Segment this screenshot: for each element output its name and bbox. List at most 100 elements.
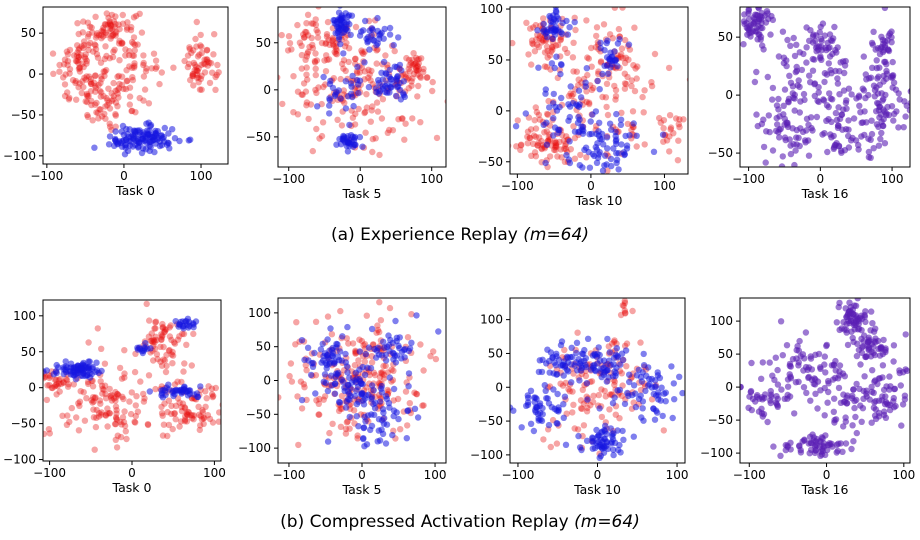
scatter-point-old bbox=[166, 324, 173, 331]
scatter-point-old bbox=[97, 93, 105, 100]
scatter-point-new bbox=[142, 137, 150, 144]
scatter-point-old bbox=[338, 392, 346, 400]
scatter-point-old bbox=[790, 34, 797, 42]
scatter-point-old bbox=[341, 43, 349, 50]
scatter-point-new bbox=[568, 379, 575, 386]
y-tick-label: 50 bbox=[718, 347, 733, 361]
scatter-point-old bbox=[648, 396, 656, 403]
scatter-point-new bbox=[121, 151, 129, 158]
scatter-point-old bbox=[181, 360, 188, 367]
scatter-point-old bbox=[408, 78, 415, 85]
scatter-point-old bbox=[192, 35, 199, 43]
scatter-point-old bbox=[889, 74, 896, 81]
scatter-point-old bbox=[793, 126, 800, 134]
scatter-point-old bbox=[674, 157, 682, 164]
scatter-point-new bbox=[147, 143, 154, 151]
scatter-point-old bbox=[312, 16, 319, 23]
scatter-point-old bbox=[108, 97, 116, 105]
scatter-point-new bbox=[599, 70, 606, 78]
scatter-point-old bbox=[585, 55, 592, 62]
scatter-point-old bbox=[145, 372, 153, 379]
scatter-point-old bbox=[414, 71, 421, 78]
scatter-point-new bbox=[304, 344, 312, 351]
scatter-point-old bbox=[30, 52, 36, 58]
scatter-point-old bbox=[185, 60, 193, 68]
scatter-point-new bbox=[565, 368, 572, 375]
scatter-point-new bbox=[359, 143, 366, 150]
scatter-point-new bbox=[545, 421, 553, 429]
scatter-point-old bbox=[862, 308, 869, 315]
scatter-point-old bbox=[84, 113, 92, 121]
scatter-point-old bbox=[529, 140, 537, 147]
scatter-point-old bbox=[57, 375, 64, 383]
scatter-point-old bbox=[773, 393, 780, 400]
scatter-point-old bbox=[539, 36, 546, 43]
scatter-point-old bbox=[296, 39, 304, 46]
scatter-point-old bbox=[550, 146, 558, 154]
scatter-point-old bbox=[298, 405, 306, 412]
scatter-point-old bbox=[796, 109, 803, 116]
scatter-point-old bbox=[92, 13, 99, 20]
scatter-point-new bbox=[654, 369, 661, 376]
scatter-point-new bbox=[398, 355, 405, 362]
scatter-point-new bbox=[376, 437, 384, 444]
scatter-point-old bbox=[214, 61, 221, 69]
scatter-point-old bbox=[66, 418, 73, 426]
scatter-point-old bbox=[879, 97, 886, 104]
scatter-point-old bbox=[198, 43, 205, 51]
scatter-point-old bbox=[152, 57, 160, 64]
scatter-point-old bbox=[124, 19, 131, 26]
scatter-point-old bbox=[842, 99, 850, 107]
scatter-point-new bbox=[382, 393, 390, 400]
scatter-point-old bbox=[113, 416, 121, 423]
scatter-point-old bbox=[877, 135, 884, 143]
scatter-point-old bbox=[740, 383, 744, 391]
scatter-point-new bbox=[555, 27, 562, 34]
scatter-point-old bbox=[543, 43, 551, 50]
scatter-point-old bbox=[160, 356, 167, 363]
scatter-point-old bbox=[858, 335, 865, 342]
scatter-point-old bbox=[338, 122, 346, 129]
scatter-point-old bbox=[158, 403, 165, 411]
scatter-point-old bbox=[294, 393, 301, 400]
scatter-point-old bbox=[75, 53, 83, 61]
scatter-point-old bbox=[326, 41, 333, 48]
scatter-point-old bbox=[81, 54, 89, 61]
scatter-point-old bbox=[386, 304, 394, 312]
scatter-point-old bbox=[429, 78, 436, 86]
scatter-point-new bbox=[176, 137, 183, 145]
scatter-point-old bbox=[84, 33, 92, 40]
scatter-point-old bbox=[46, 430, 53, 437]
scatter-point-new bbox=[348, 83, 355, 90]
scatter-point-old bbox=[64, 383, 72, 390]
scatter-point-old bbox=[306, 43, 313, 51]
scatter-point-new bbox=[539, 411, 546, 418]
scatter-point-new bbox=[670, 380, 677, 387]
scatter-point-old bbox=[801, 137, 809, 144]
scatter-point-old bbox=[863, 119, 870, 126]
scatter-point-old bbox=[417, 341, 424, 348]
scatter-point-old bbox=[126, 101, 133, 108]
scatter-point-new bbox=[549, 354, 556, 361]
scatter-point-old bbox=[775, 95, 782, 103]
scatter-point-old bbox=[835, 440, 842, 447]
scatter-point-old bbox=[60, 74, 67, 81]
scatter-point-new bbox=[390, 385, 398, 393]
scatter-point-old bbox=[865, 135, 872, 142]
scatter-point-old bbox=[134, 41, 141, 48]
scatter-point-new bbox=[583, 380, 591, 387]
scatter-point-new bbox=[344, 369, 351, 376]
scatter-point-old bbox=[112, 394, 120, 401]
scatter-point-old bbox=[58, 380, 65, 388]
scatter-point-old bbox=[352, 110, 359, 118]
scatter-point-old bbox=[807, 79, 814, 86]
scatter-point-old bbox=[115, 72, 123, 80]
scatter-point-old bbox=[657, 119, 664, 126]
scatter-point-new bbox=[566, 138, 573, 145]
scatter-point-old bbox=[528, 61, 535, 68]
scatter-point-new bbox=[405, 383, 412, 390]
scatter-point-new bbox=[337, 16, 345, 23]
scatter-point-old bbox=[573, 68, 580, 75]
scatter-point-old bbox=[528, 152, 535, 159]
